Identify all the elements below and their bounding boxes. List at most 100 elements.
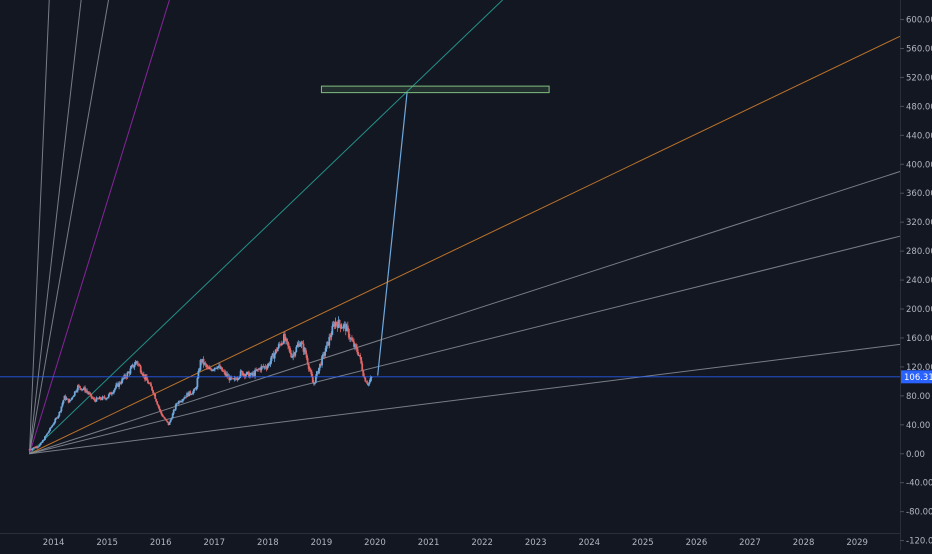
- gann-fan-line-5[interactable]: [29, 0, 503, 455]
- candle-body[interactable]: [240, 370, 243, 372]
- candle-body[interactable]: [310, 371, 313, 377]
- candle-body[interactable]: [35, 446, 38, 448]
- candle-body[interactable]: [281, 343, 284, 345]
- candle-body[interactable]: [172, 410, 175, 414]
- candle-body[interactable]: [40, 442, 43, 444]
- candle-body[interactable]: [34, 446, 37, 448]
- candle-body[interactable]: [262, 366, 265, 368]
- candle-body[interactable]: [57, 415, 60, 418]
- candle-body[interactable]: [161, 414, 164, 417]
- candle-body[interactable]: [93, 398, 96, 401]
- candle-body[interactable]: [271, 353, 274, 356]
- candle-body[interactable]: [220, 367, 222, 369]
- candle-body[interactable]: [295, 347, 298, 352]
- candle-body[interactable]: [339, 324, 342, 329]
- candle-body[interactable]: [286, 338, 288, 342]
- candle-body[interactable]: [246, 371, 249, 373]
- candle-body[interactable]: [124, 375, 127, 378]
- candle-body[interactable]: [231, 378, 234, 380]
- candle-body[interactable]: [229, 376, 232, 381]
- candle-body[interactable]: [148, 383, 150, 385]
- candle-body[interactable]: [200, 360, 203, 363]
- candle-body[interactable]: [149, 383, 151, 385]
- candle-body[interactable]: [84, 387, 86, 392]
- candle-body[interactable]: [256, 369, 259, 371]
- candle-body[interactable]: [52, 424, 55, 426]
- candle-body[interactable]: [195, 387, 198, 390]
- candle-body[interactable]: [280, 343, 283, 346]
- candle-body[interactable]: [337, 319, 340, 328]
- candle-body[interactable]: [351, 338, 353, 341]
- candle-body[interactable]: [249, 374, 251, 378]
- projection-arrow[interactable]: [377, 91, 408, 376]
- candle-body[interactable]: [273, 353, 276, 359]
- candle-body[interactable]: [159, 409, 162, 412]
- candle-body[interactable]: [156, 401, 159, 405]
- candle-body[interactable]: [130, 366, 133, 369]
- candle-body[interactable]: [119, 382, 122, 384]
- candle-body[interactable]: [132, 364, 135, 368]
- candle-body[interactable]: [140, 372, 143, 375]
- candle-body[interactable]: [86, 390, 89, 393]
- candle-body[interactable]: [126, 372, 129, 378]
- candle-body[interactable]: [96, 397, 99, 399]
- candle-body[interactable]: [269, 360, 272, 365]
- candle-body[interactable]: [323, 353, 326, 356]
- candle-body[interactable]: [331, 325, 334, 335]
- candle-body[interactable]: [80, 388, 82, 390]
- candle-body[interactable]: [183, 398, 185, 400]
- candle-body[interactable]: [131, 364, 134, 367]
- candle-body[interactable]: [139, 366, 142, 373]
- candle-body[interactable]: [41, 440, 44, 443]
- candle-body[interactable]: [362, 370, 365, 376]
- candle-body[interactable]: [368, 381, 371, 384]
- candle-body[interactable]: [261, 366, 264, 368]
- gann-fan-line-7[interactable]: [29, 171, 901, 455]
- candle-body[interactable]: [208, 368, 211, 370]
- candle-body[interactable]: [170, 418, 173, 420]
- candle-body[interactable]: [225, 373, 228, 376]
- candle-body[interactable]: [197, 371, 200, 379]
- candle-body[interactable]: [182, 399, 184, 401]
- candle-body[interactable]: [370, 376, 373, 379]
- candle-body[interactable]: [64, 395, 67, 400]
- candle-body[interactable]: [336, 324, 339, 328]
- candle-body[interactable]: [345, 325, 348, 332]
- candle-body[interactable]: [51, 425, 54, 428]
- candle-body[interactable]: [162, 416, 165, 418]
- candle-body[interactable]: [356, 347, 358, 352]
- candle-body[interactable]: [184, 396, 186, 399]
- candle-body[interactable]: [364, 377, 367, 382]
- candle-body[interactable]: [342, 324, 345, 328]
- candle-body[interactable]: [227, 375, 230, 377]
- candle-body[interactable]: [167, 422, 170, 426]
- candle-body[interactable]: [244, 374, 247, 377]
- candle-body[interactable]: [284, 334, 286, 341]
- candle-body[interactable]: [120, 382, 123, 384]
- candle-body[interactable]: [121, 378, 124, 383]
- candle-body[interactable]: [134, 361, 137, 366]
- candle-body[interactable]: [173, 409, 176, 411]
- candle-body[interactable]: [29, 449, 32, 451]
- gann-fan-line-2[interactable]: [28, 0, 82, 454]
- candle-body[interactable]: [343, 323, 346, 325]
- candle-body[interactable]: [103, 396, 106, 399]
- candle-body[interactable]: [79, 385, 81, 389]
- candle-body[interactable]: [146, 376, 148, 381]
- candle-body[interactable]: [291, 356, 294, 358]
- candle-body[interactable]: [207, 367, 210, 370]
- candle-body[interactable]: [341, 327, 344, 329]
- candle-body[interactable]: [234, 377, 237, 379]
- gann-fan-line-6[interactable]: [29, 35, 901, 455]
- candle-body[interactable]: [196, 378, 199, 388]
- candle-body[interactable]: [199, 360, 202, 370]
- candle-body[interactable]: [357, 351, 360, 356]
- candle-body[interactable]: [188, 391, 191, 397]
- candle-body[interactable]: [258, 368, 261, 370]
- candle-body[interactable]: [185, 396, 187, 398]
- gann-fan-line-3[interactable]: [28, 0, 109, 454]
- candle-body[interactable]: [239, 370, 242, 377]
- candle-body[interactable]: [45, 435, 47, 437]
- candle-body[interactable]: [102, 396, 105, 398]
- candle-body[interactable]: [53, 422, 56, 425]
